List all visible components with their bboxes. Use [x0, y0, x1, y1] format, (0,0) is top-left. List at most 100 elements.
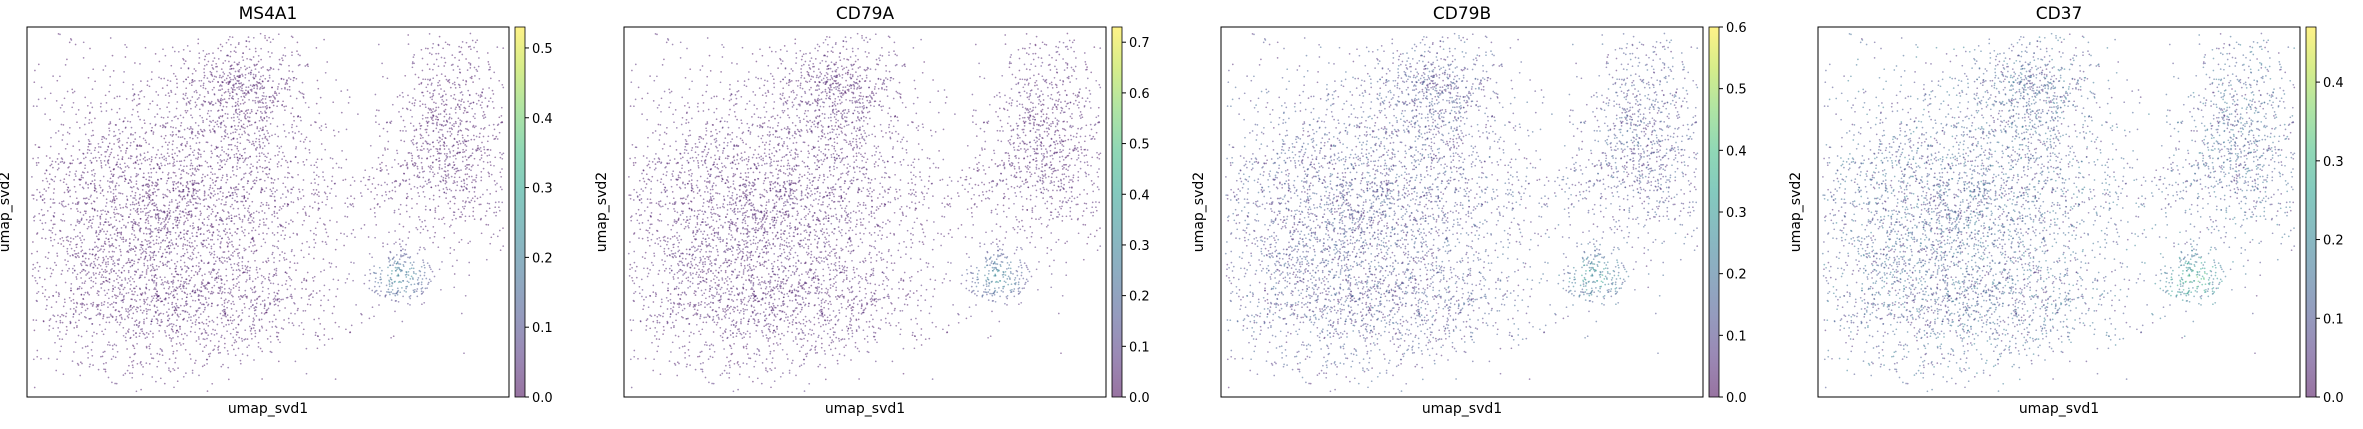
data-point	[272, 68, 275, 70]
data-point	[44, 256, 47, 258]
data-point	[435, 106, 438, 109]
data-point	[83, 304, 86, 306]
data-point	[100, 166, 103, 169]
data-point	[207, 165, 210, 168]
data-point	[227, 378, 230, 381]
data-point	[228, 97, 230, 100]
data-point	[454, 87, 457, 89]
data-point	[137, 261, 139, 264]
data-point	[226, 175, 228, 178]
data-point	[246, 354, 249, 357]
data-point	[204, 298, 207, 300]
data-point	[194, 197, 197, 200]
data-point	[180, 333, 183, 336]
data-point	[221, 291, 224, 293]
data-point	[118, 95, 121, 98]
data-point	[439, 123, 441, 126]
data-point	[230, 322, 233, 325]
data-point	[179, 283, 182, 286]
data-point	[134, 290, 136, 293]
data-point	[152, 357, 155, 360]
data-point	[139, 193, 141, 196]
data-point	[145, 196, 148, 199]
data-point	[198, 262, 200, 264]
data-point	[76, 121, 78, 124]
data-point	[401, 320, 404, 323]
data-point	[101, 355, 104, 358]
data-point	[183, 128, 186, 131]
data-point	[229, 316, 232, 319]
data-point	[108, 278, 111, 281]
data-point	[225, 105, 228, 108]
data-point	[129, 144, 132, 147]
data-point	[85, 252, 87, 255]
data-point	[105, 213, 108, 216]
data-point	[190, 326, 193, 328]
data-point	[248, 315, 250, 318]
data-point	[285, 258, 288, 261]
data-point	[78, 319, 80, 322]
data-point	[61, 236, 64, 239]
data-point	[305, 279, 308, 281]
data-point	[142, 176, 144, 179]
data-point	[302, 208, 304, 210]
data-point	[186, 293, 189, 296]
data-point	[305, 136, 308, 139]
data-point	[257, 341, 260, 344]
data-point	[290, 293, 293, 296]
data-point	[288, 70, 291, 72]
data-point	[47, 357, 50, 360]
data-point	[108, 134, 110, 136]
data-point	[297, 173, 299, 176]
data-point	[262, 261, 264, 264]
data-point	[199, 153, 202, 156]
data-point	[460, 120, 463, 122]
data-point	[135, 285, 138, 288]
data-point	[280, 234, 283, 237]
data-point	[238, 244, 241, 247]
data-point	[171, 282, 174, 285]
data-point	[189, 145, 192, 147]
data-point	[46, 298, 48, 301]
data-point	[231, 234, 233, 237]
data-point	[57, 327, 60, 329]
data-point	[93, 260, 95, 263]
data-point	[182, 184, 184, 187]
data-point	[36, 300, 38, 303]
data-point	[253, 144, 256, 147]
data-point	[136, 210, 139, 213]
data-point	[209, 131, 212, 133]
data-point	[86, 303, 88, 306]
data-point	[214, 102, 217, 105]
data-point	[93, 208, 96, 210]
data-point	[197, 38, 200, 41]
data-point	[45, 169, 48, 172]
data-point	[243, 92, 246, 94]
data-point	[73, 269, 76, 272]
data-point	[279, 341, 281, 344]
data-point	[79, 271, 82, 274]
data-point	[277, 135, 280, 138]
data-point	[222, 71, 225, 74]
data-point	[123, 174, 126, 177]
data-point	[459, 189, 461, 192]
data-point	[65, 312, 68, 315]
data-point	[88, 216, 91, 218]
data-point	[190, 216, 192, 219]
data-point	[213, 334, 216, 336]
data-point	[172, 133, 175, 136]
data-point	[283, 130, 286, 132]
data-point	[280, 207, 283, 210]
data-point	[327, 299, 330, 301]
data-point	[389, 259, 391, 261]
data-point	[125, 239, 128, 241]
data-point	[103, 242, 106, 245]
data-point	[197, 152, 199, 154]
data-point	[242, 294, 245, 297]
data-point	[171, 242, 173, 244]
data-point	[203, 218, 206, 221]
data-point	[216, 271, 219, 274]
data-point	[235, 277, 238, 280]
data-point	[219, 74, 221, 77]
data-point	[36, 105, 38, 108]
